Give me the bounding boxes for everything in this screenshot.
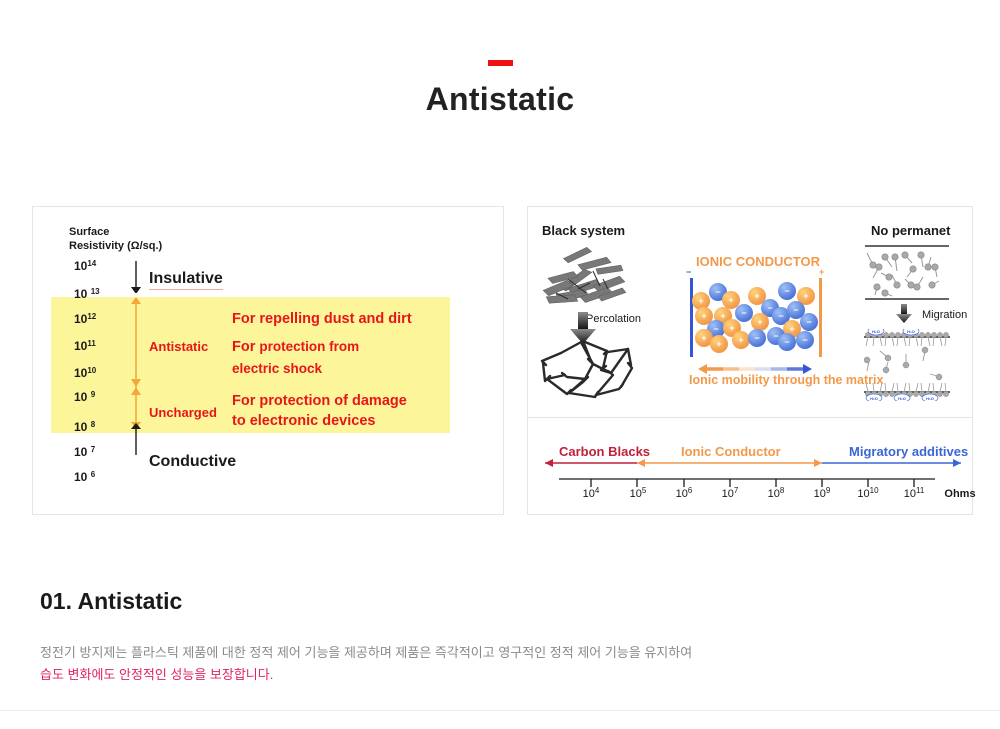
svg-text:H₂O: H₂O [872, 329, 880, 334]
svg-text:H₂O: H₂O [898, 396, 906, 401]
svg-text:H₂O: H₂O [926, 396, 934, 401]
svg-text:H₂O: H₂O [907, 329, 915, 334]
svg-text:H₂O: H₂O [870, 396, 878, 401]
